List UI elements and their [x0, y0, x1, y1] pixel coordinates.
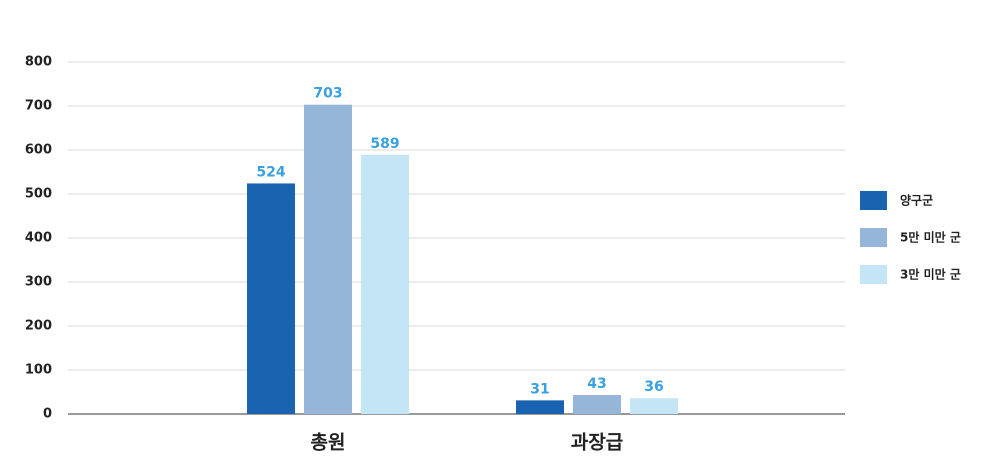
legend-swatch — [860, 228, 887, 247]
value-label: 589 — [370, 136, 399, 152]
bar — [304, 104, 352, 415]
legend-label: 5만 미만 군 — [900, 230, 961, 245]
bar — [573, 395, 621, 414]
value-label: 31 — [530, 381, 549, 397]
y-tick-label: 0 — [43, 407, 52, 422]
y-tick-label: 700 — [25, 99, 52, 114]
y-tick-label: 400 — [25, 231, 52, 246]
bar — [247, 183, 295, 414]
legend-label: 3만 미만 군 — [900, 267, 961, 282]
y-tick-label: 500 — [25, 187, 52, 202]
legend-swatch — [860, 265, 887, 284]
x-tick-label: 과장급 — [571, 432, 623, 454]
y-tick-label: 600 — [25, 143, 52, 158]
y-tick-label: 200 — [25, 319, 52, 334]
y-tick-label: 800 — [25, 55, 52, 70]
y-tick-label: 300 — [25, 275, 52, 290]
value-label: 524 — [256, 164, 285, 180]
value-label: 36 — [644, 379, 663, 395]
bar — [516, 400, 564, 414]
x-tick-label: 총원 — [311, 432, 346, 454]
legend-swatch — [860, 191, 887, 210]
value-label: 43 — [587, 376, 606, 392]
value-label: 703 — [313, 86, 342, 102]
bar — [361, 154, 409, 414]
bar — [630, 398, 678, 414]
legend-label: 양구군 — [900, 193, 933, 208]
y-tick-label: 100 — [25, 363, 52, 378]
